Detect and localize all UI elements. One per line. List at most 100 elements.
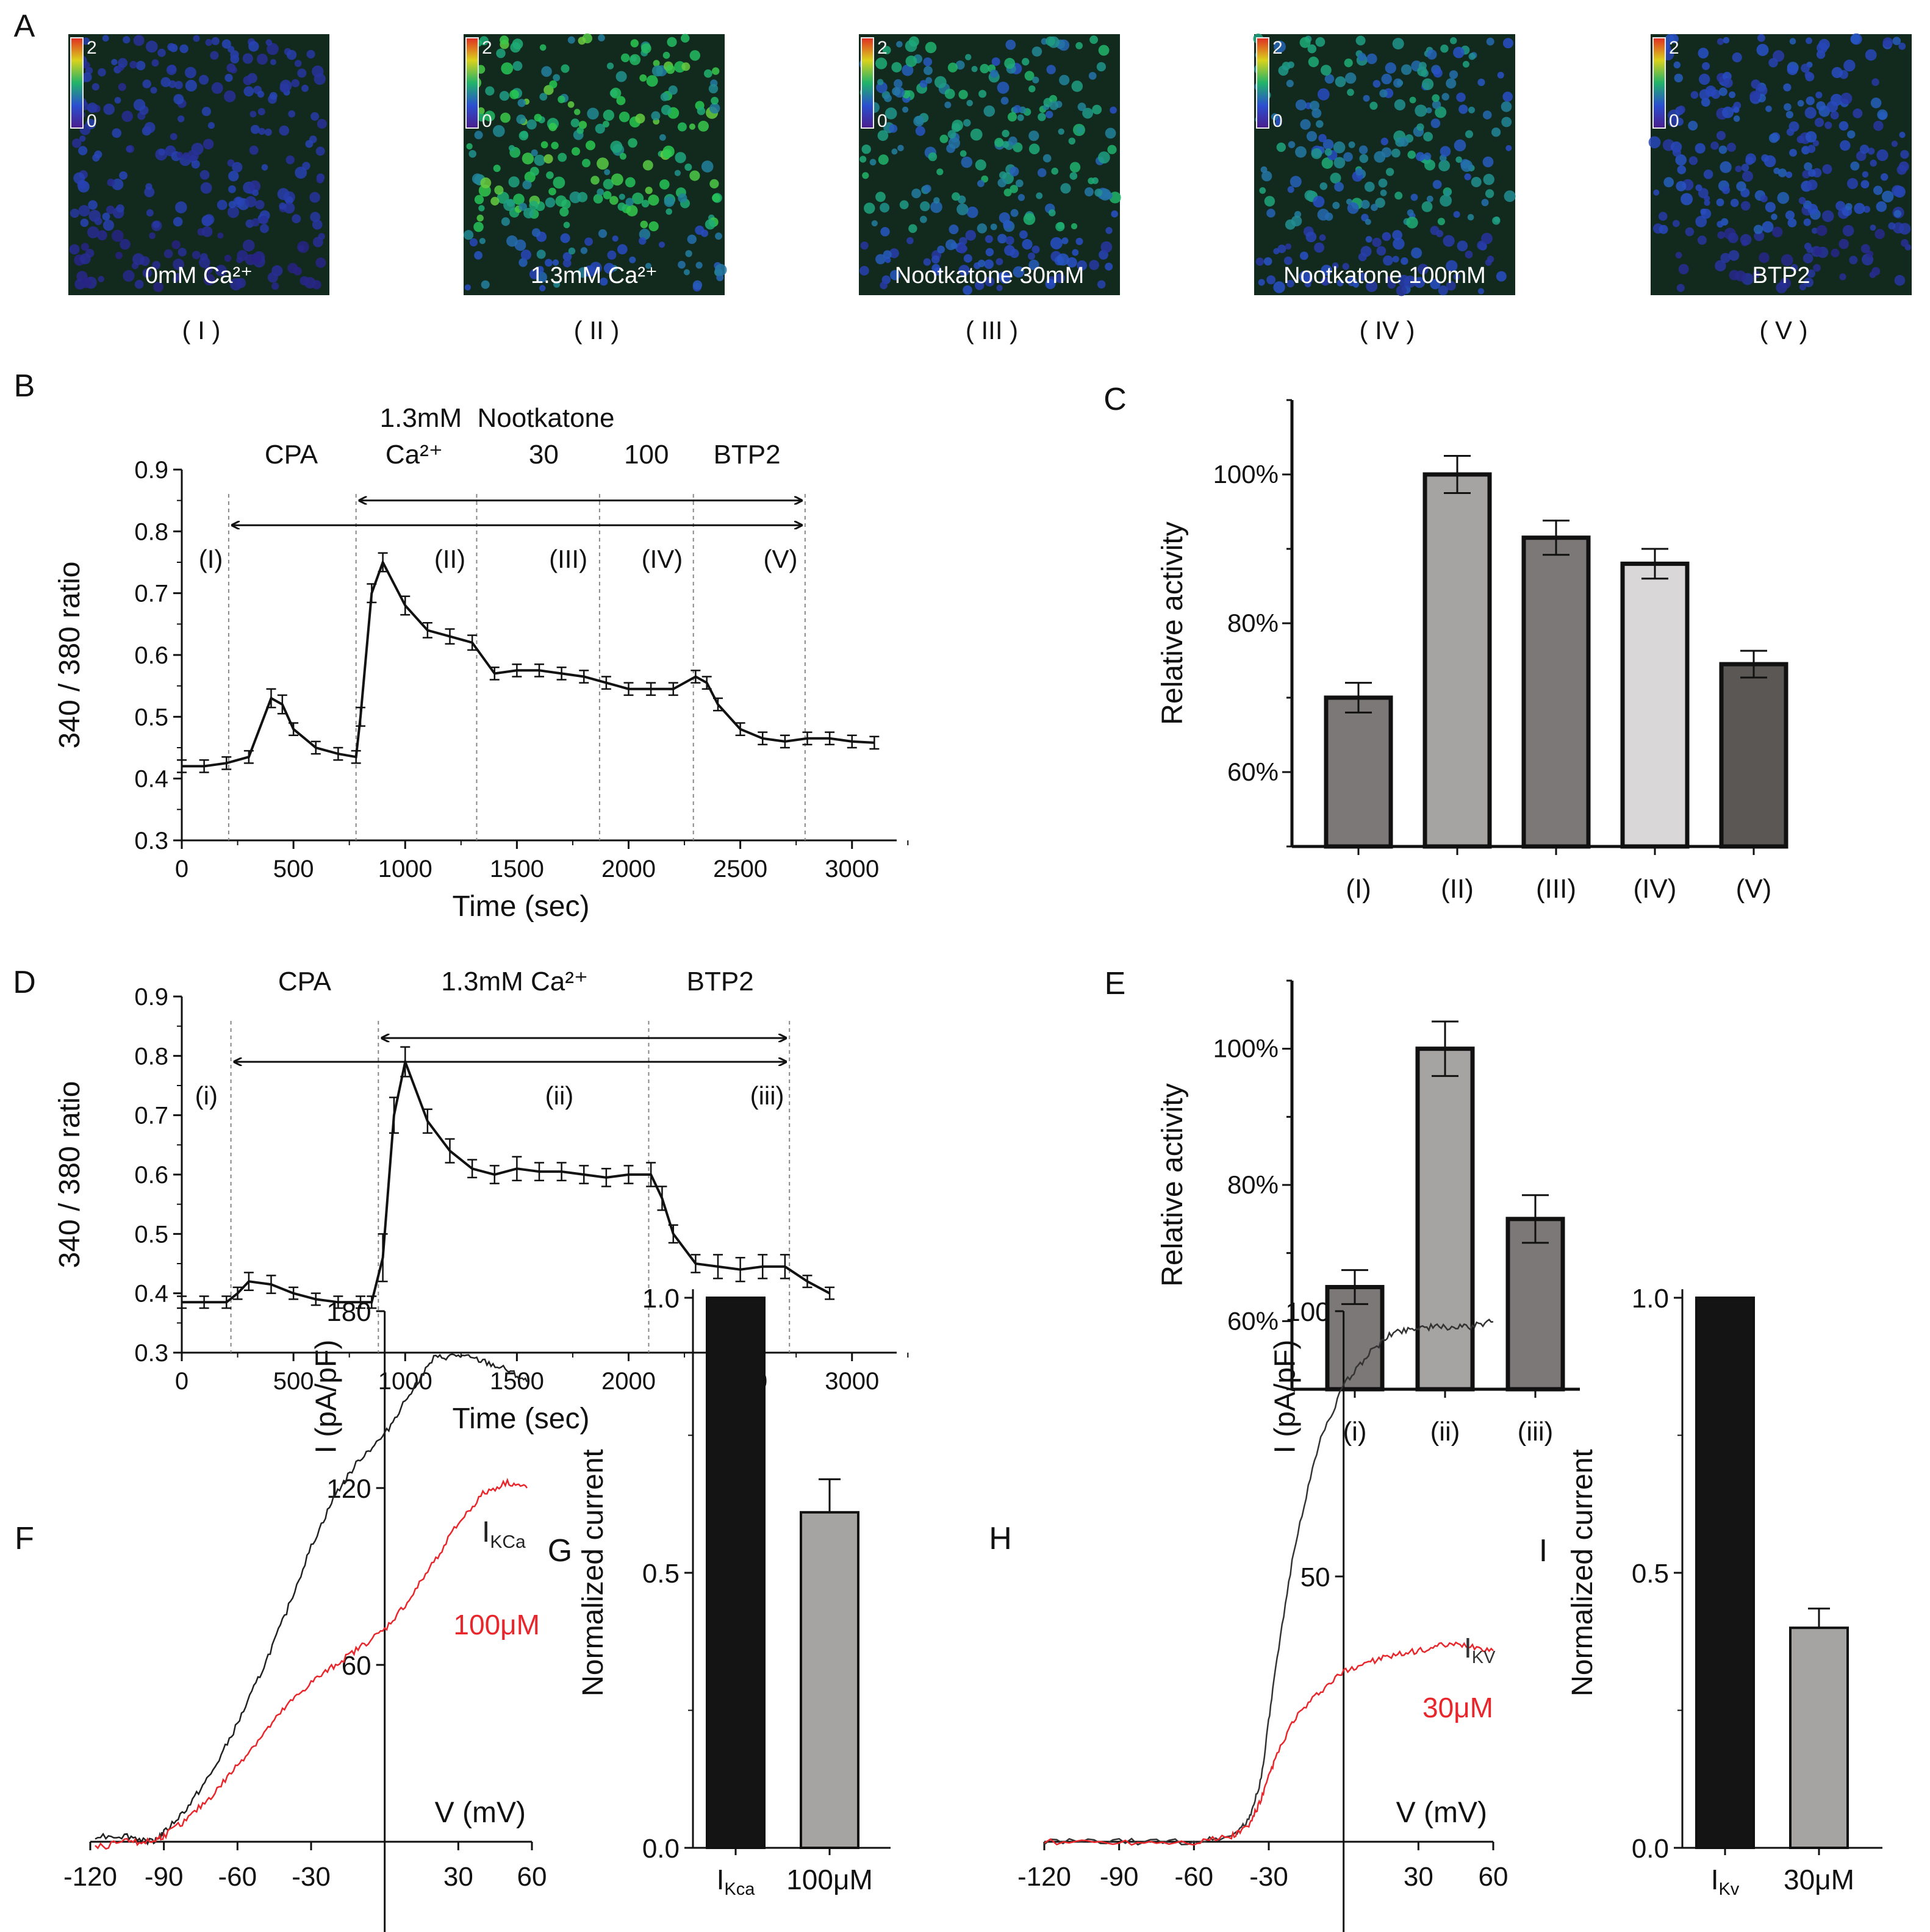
cell bbox=[295, 166, 307, 179]
cell bbox=[1094, 188, 1103, 197]
cell bbox=[695, 262, 703, 269]
cell bbox=[132, 253, 145, 265]
cell bbox=[1672, 148, 1681, 157]
cell bbox=[545, 197, 556, 208]
cell bbox=[267, 272, 278, 283]
error-bar bbox=[735, 1257, 745, 1283]
cell bbox=[1261, 171, 1272, 182]
cell bbox=[884, 94, 892, 102]
cell bbox=[1008, 136, 1017, 146]
cell bbox=[1853, 108, 1863, 118]
cell bbox=[173, 216, 183, 227]
y-tick-label: 0.6 bbox=[134, 1162, 168, 1189]
cell bbox=[1322, 139, 1334, 150]
cell bbox=[78, 146, 88, 156]
cell bbox=[1075, 42, 1083, 49]
cell bbox=[997, 234, 1007, 244]
cell bbox=[1318, 134, 1327, 143]
cell bbox=[1860, 180, 1870, 188]
cell bbox=[1446, 78, 1457, 89]
cell bbox=[510, 42, 521, 53]
cell bbox=[1486, 37, 1494, 46]
cell bbox=[1416, 123, 1424, 131]
y-axis-label: Relative activity bbox=[1157, 1083, 1189, 1286]
cell bbox=[915, 115, 924, 125]
cell bbox=[1497, 71, 1504, 79]
cell bbox=[201, 107, 211, 116]
cell bbox=[111, 229, 124, 242]
cell bbox=[1805, 131, 1817, 143]
error-bar bbox=[489, 1165, 500, 1184]
cell bbox=[1688, 156, 1698, 165]
cell bbox=[908, 224, 917, 233]
x-tick-label: 3000 bbox=[825, 856, 879, 882]
cell bbox=[261, 164, 268, 171]
cell bbox=[578, 37, 586, 45]
cell bbox=[1899, 223, 1911, 235]
cell bbox=[87, 102, 98, 113]
cell bbox=[1772, 226, 1783, 238]
cell bbox=[1038, 113, 1046, 121]
cell bbox=[1672, 220, 1680, 227]
cell bbox=[1468, 106, 1475, 113]
y-tick-label: 1.0 bbox=[642, 1284, 680, 1314]
cell bbox=[1850, 161, 1860, 171]
cell bbox=[1069, 172, 1078, 180]
cell bbox=[1487, 256, 1494, 263]
cell bbox=[81, 243, 89, 251]
color-scale-bar bbox=[1256, 37, 1269, 129]
cell bbox=[1345, 72, 1357, 84]
cell bbox=[1076, 126, 1084, 134]
y-tick-label: 1.0 bbox=[1632, 1284, 1669, 1314]
cell bbox=[1465, 250, 1473, 259]
cell bbox=[1295, 146, 1307, 158]
cell bbox=[920, 215, 927, 223]
x-tick-label: -60 bbox=[1175, 1862, 1214, 1892]
x-tick-label: 500 bbox=[273, 856, 314, 882]
cell bbox=[1007, 112, 1017, 122]
error-bar bbox=[1543, 520, 1569, 556]
cell bbox=[1740, 201, 1751, 211]
cell bbox=[201, 226, 213, 237]
cell bbox=[115, 252, 123, 259]
cell bbox=[1882, 37, 1893, 48]
cell bbox=[315, 146, 325, 156]
cell bbox=[1695, 184, 1702, 191]
cell bbox=[1273, 248, 1280, 255]
cell bbox=[1454, 139, 1466, 152]
cell bbox=[875, 57, 888, 70]
cell bbox=[552, 259, 559, 266]
cell bbox=[490, 196, 500, 206]
cell bbox=[1098, 45, 1110, 56]
cell bbox=[549, 80, 558, 88]
trace-control bbox=[1044, 1318, 1494, 1846]
cell bbox=[1089, 35, 1098, 44]
cell bbox=[1364, 181, 1375, 192]
cell bbox=[472, 173, 483, 185]
x-tick-label: 2500 bbox=[713, 856, 767, 882]
cell bbox=[1807, 145, 1816, 153]
cell bbox=[1799, 284, 1806, 291]
cell bbox=[1840, 140, 1851, 151]
cell bbox=[1446, 260, 1458, 272]
region-label: (IV) bbox=[642, 545, 683, 573]
cell bbox=[539, 285, 546, 292]
error-bar bbox=[310, 1292, 321, 1306]
region-label: (i) bbox=[195, 1081, 218, 1110]
cell bbox=[1723, 77, 1733, 88]
cell bbox=[1300, 119, 1311, 130]
cell bbox=[1049, 209, 1056, 216]
cell bbox=[1421, 201, 1433, 212]
cell bbox=[715, 232, 722, 240]
cell bbox=[193, 35, 200, 42]
cell bbox=[1013, 142, 1023, 152]
cell bbox=[1722, 106, 1734, 118]
cell bbox=[1728, 250, 1740, 261]
cell bbox=[520, 249, 532, 260]
category-label: (ii) bbox=[1430, 1417, 1460, 1447]
y-axis-label: Relative activity bbox=[1157, 521, 1189, 724]
cell bbox=[1271, 113, 1279, 121]
scale-max-label: 2 bbox=[87, 38, 97, 58]
cell bbox=[228, 201, 236, 209]
cell bbox=[1894, 274, 1906, 286]
